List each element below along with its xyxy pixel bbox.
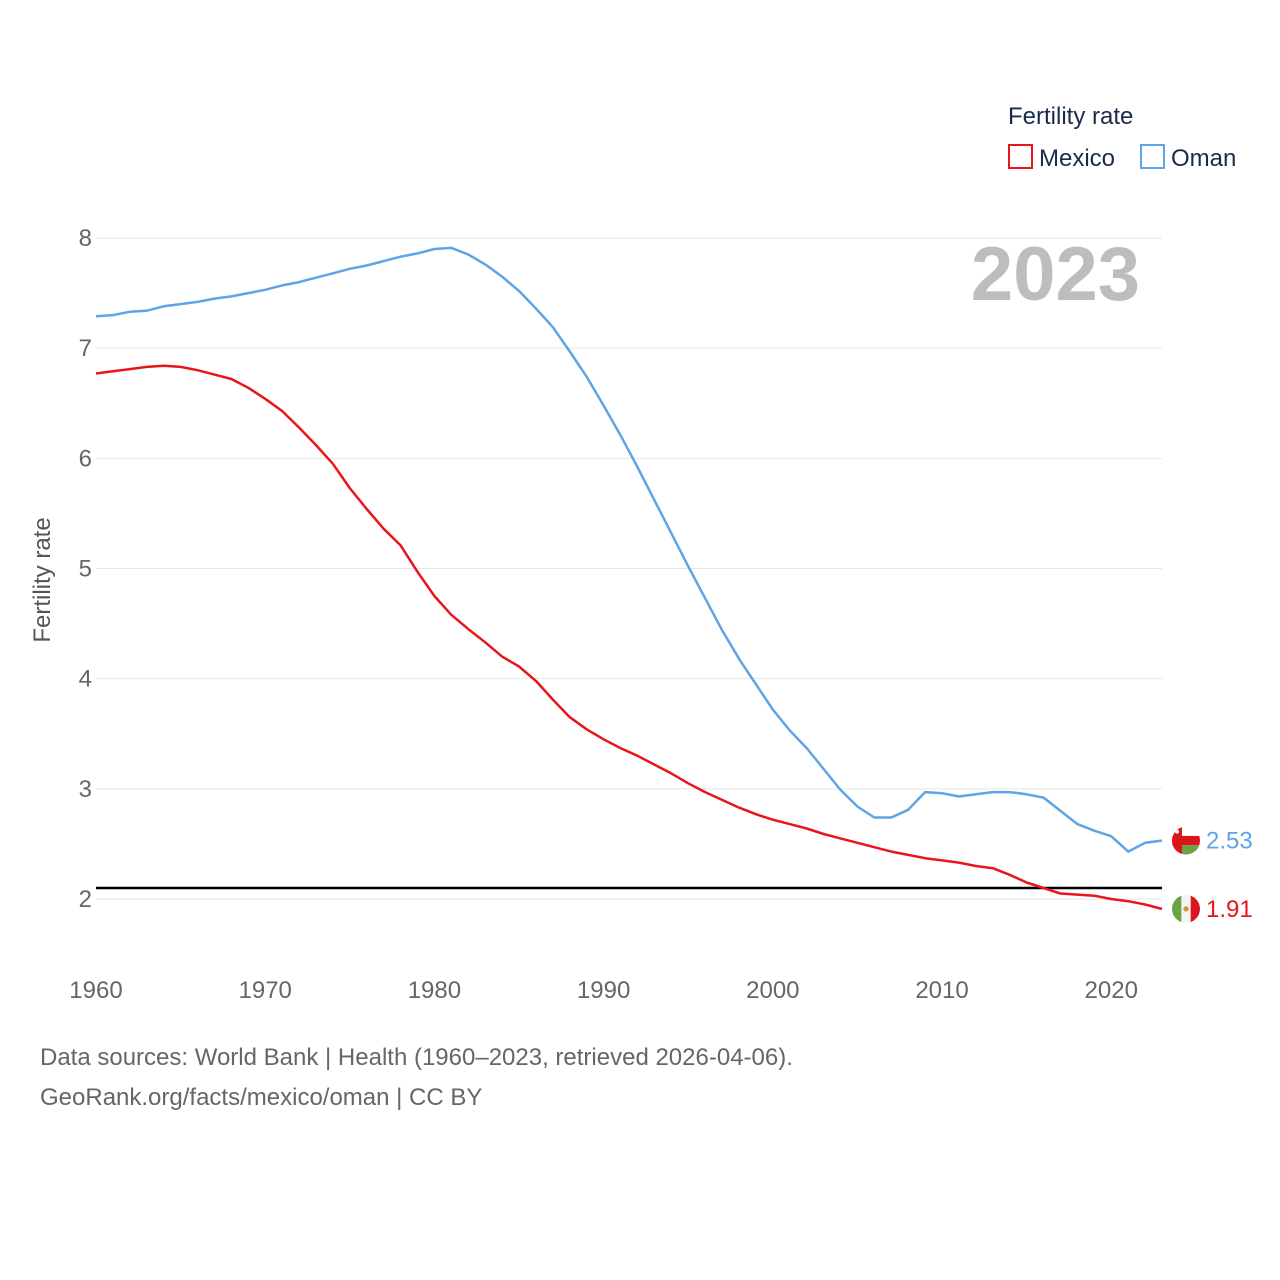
y-tick-label: 2: [79, 886, 92, 913]
x-tick-label: 2010: [915, 977, 968, 1004]
legend: Fertility rate Mexico Oman: [1008, 103, 1236, 172]
legend-label-mexico[interactable]: Mexico: [1039, 145, 1115, 172]
grid-lines: [96, 237, 1162, 900]
y-tick-label: 4: [79, 666, 92, 693]
x-tick-label: 2000: [746, 977, 799, 1004]
legend-swatch-oman[interactable]: [1140, 144, 1165, 169]
x-tick-label: 2020: [1085, 977, 1138, 1004]
oman-flag-icon: [1172, 826, 1200, 855]
series-line-mexico[interactable]: [95, 364, 1163, 911]
legend-title: Fertility rate: [1008, 103, 1133, 130]
y-axis-ticks: 2 3 4 5 6 7 8: [79, 225, 92, 913]
legend-swatch-mexico[interactable]: [1008, 144, 1033, 169]
attribution-link[interactable]: GeoRank.org/facts/mexico/oman | CC BY: [40, 1084, 483, 1111]
mexico-flag-icon: [1172, 894, 1200, 923]
y-tick-label: 6: [79, 445, 92, 472]
data-source-text: Data sources: World Bank | Health (1960–…: [40, 1044, 793, 1071]
y-tick-label: 8: [79, 225, 92, 252]
x-tick-label: 1970: [239, 977, 292, 1004]
x-tick-label: 1990: [577, 977, 630, 1004]
series-line-oman[interactable]: [95, 246, 1163, 853]
end-value-label-oman: 2.53: [1206, 828, 1253, 855]
y-tick-label: 7: [79, 335, 92, 362]
end-value-label-mexico: 1.91: [1206, 896, 1253, 923]
legend-label-oman[interactable]: Oman: [1171, 145, 1236, 172]
y-tick-label: 5: [79, 556, 92, 583]
x-axis-ticks: 1960 1970 1980 1990 2000 2010 2020: [69, 977, 1138, 1004]
y-tick-label: 3: [79, 776, 92, 803]
year-label: 2023: [971, 232, 1140, 317]
y-axis-title: Fertility rate: [29, 517, 56, 642]
x-tick-label: 1980: [408, 977, 461, 1004]
x-tick-label: 1960: [69, 977, 122, 1004]
